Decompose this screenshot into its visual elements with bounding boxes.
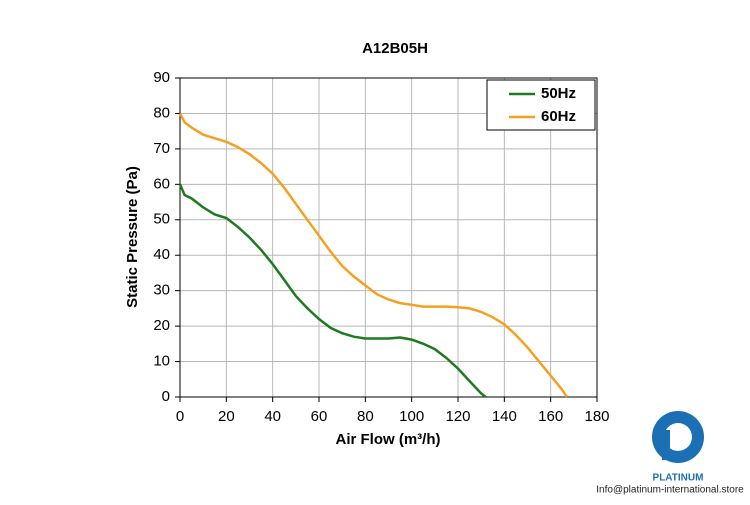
line-series <box>178 112 568 398</box>
x-tick-label: 180 <box>584 408 609 425</box>
plot-frame <box>179 77 598 398</box>
legend-box <box>486 79 596 131</box>
x-tick-label: 20 <box>218 408 235 425</box>
logo <box>652 411 704 463</box>
brand: PLATINUM <box>653 473 704 484</box>
x-tick-label: 0 <box>176 408 184 425</box>
x-tick-label: 60 <box>311 408 328 425</box>
email: Info@platinum-international.store <box>596 485 744 496</box>
x-tick-label: 120 <box>445 408 470 425</box>
y-tick-label: 20 <box>153 317 170 334</box>
y-tick-label: 60 <box>153 175 170 192</box>
y-tick-label: 50 <box>153 211 170 228</box>
y-tick-label: 90 <box>153 69 170 86</box>
y-tick-label: 40 <box>153 246 170 263</box>
line-series <box>178 183 487 398</box>
x-tick-label: 140 <box>492 408 517 425</box>
y-tick-label: 10 <box>153 353 170 370</box>
y-tick-label: 80 <box>153 104 170 121</box>
x-tick-label: 100 <box>399 408 424 425</box>
y-axis-label: Static Pressure (Pa) <box>124 166 141 308</box>
y-tick-label: 30 <box>153 282 170 299</box>
chart-title: A12B05H <box>362 40 428 57</box>
x-axis-label: Air Flow (m³/h) <box>336 431 441 448</box>
legend-label: 60Hz <box>541 108 576 125</box>
x-tick-label: 40 <box>264 408 281 425</box>
x-tick-label: 160 <box>538 408 563 425</box>
y-tick-label: 0 <box>162 388 170 405</box>
y-tick-label: 70 <box>153 140 170 157</box>
x-tick-label: 80 <box>357 408 374 425</box>
legend-label: 50Hz <box>541 85 576 102</box>
